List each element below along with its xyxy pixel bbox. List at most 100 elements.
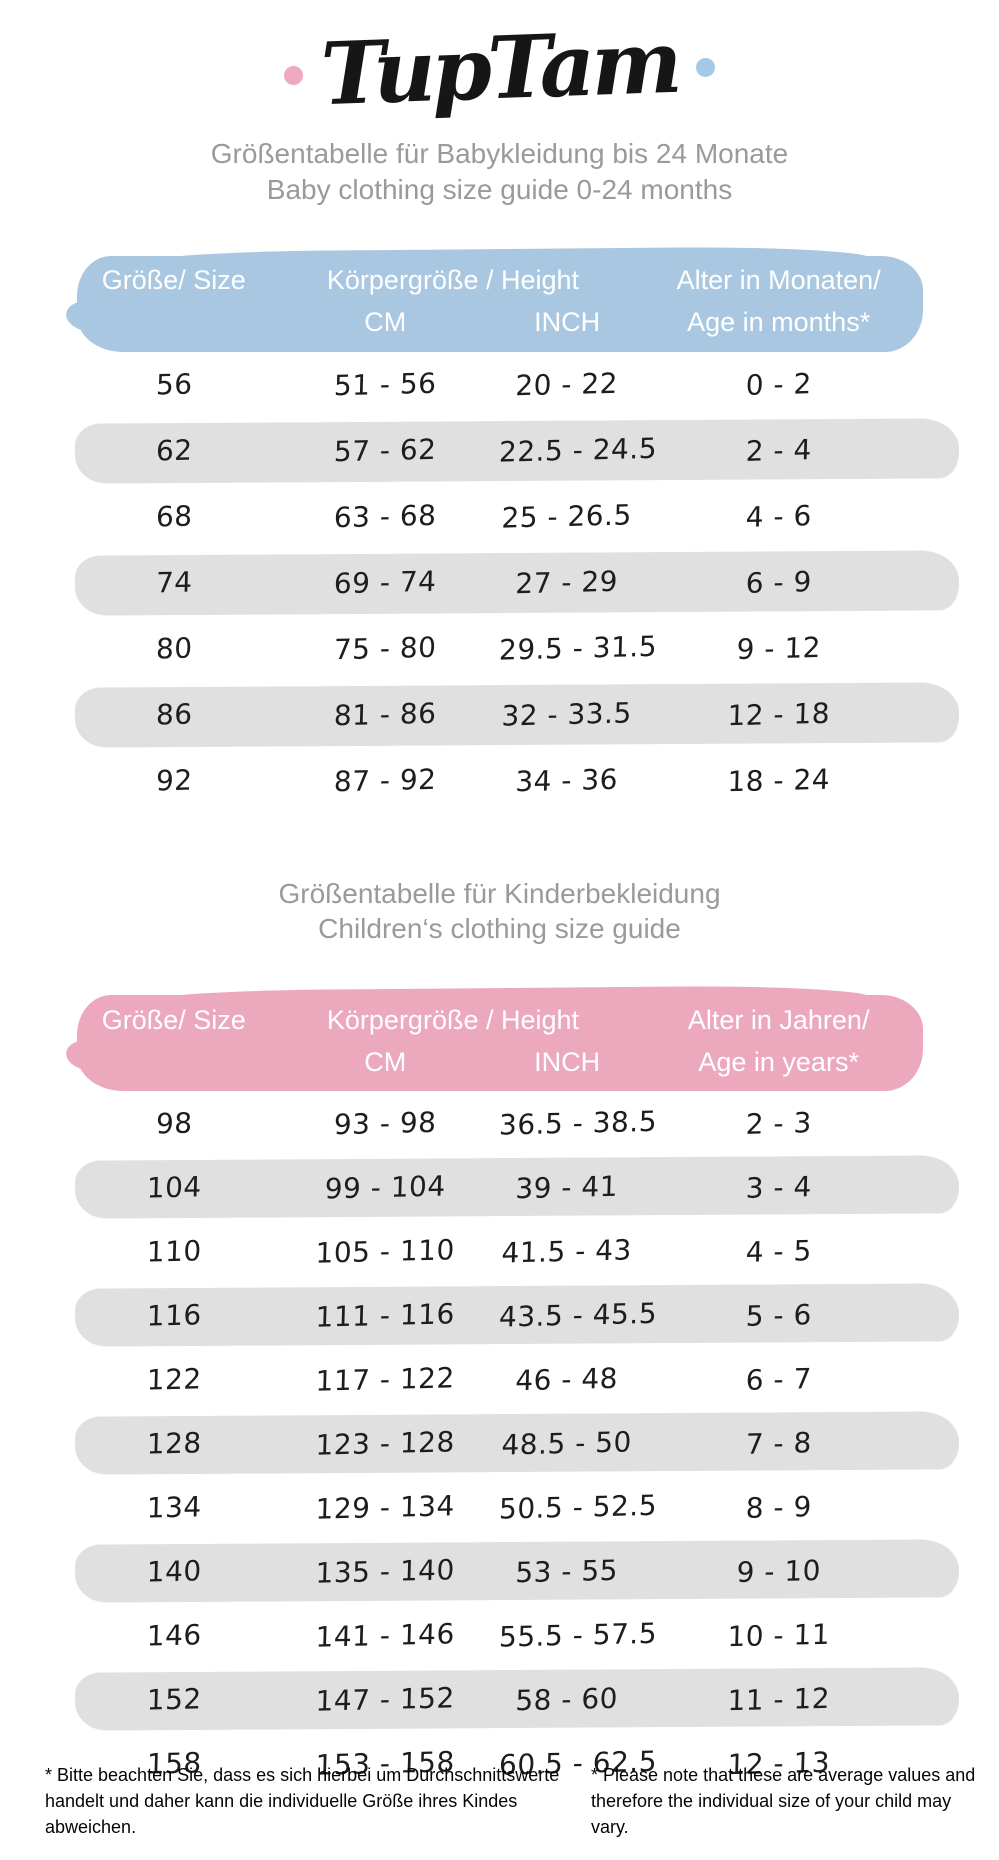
logo-pink-dot-icon [283,65,303,85]
table-row: 140 135 - 140 53 - 55 9 - 10 [77,1539,923,1603]
age-cell: 8 - 9 [745,1489,813,1525]
size-cell: 140 [145,1554,202,1589]
age-cell: 0 - 2 [745,367,813,402]
height-inch-cell: 55.5 - 57.5 [499,1616,659,1654]
table-row: 110 105 - 110 41.5 - 43 4 - 5 [77,1219,923,1283]
height-cm-cell: 75 - 80 [333,630,438,667]
height-cm-cell: 117 - 122 [315,1361,456,1398]
size-cell: 128 [145,1426,202,1461]
header-age-line2: Age in years* [698,1046,859,1077]
age-cell: 10 - 11 [726,1617,831,1654]
size-cell: 92 [155,763,193,798]
logo-blue-dot-icon [696,57,716,77]
age-cell: 7 - 8 [745,1425,813,1461]
table-row: 152 147 - 152 58 - 60 11 - 12 [77,1667,923,1731]
age-cell: 12 - 18 [726,696,831,733]
table-row: 68 63 - 68 25 - 26.5 4 - 6 [77,484,923,550]
age-cell: 6 - 9 [745,565,813,600]
size-cell: 98 [155,1106,193,1141]
height-cm-cell: 87 - 92 [333,762,438,799]
size-cell: 86 [155,697,193,732]
height-cm-cell: 105 - 110 [315,1233,456,1270]
table-row: 116 111 - 116 43.5 - 45.5 5 - 6 [77,1283,923,1347]
baby-table-header: Größe/ Size Körpergröße / Height Alter i… [76,255,923,352]
baby-table-rows: 56 51 - 56 20 - 22 0 - 2 62 57 - 62 22.5… [77,352,923,814]
table-row: 74 69 - 74 27 - 29 6 - 9 [77,550,923,616]
height-cm-cell: 57 - 62 [333,432,438,469]
kids-heading-english: Children‘s clothing size guide [318,913,681,945]
table-row: 146 141 - 146 55.5 - 57.5 10 - 11 [77,1603,923,1667]
kids-table-heading: Größentabelle für Kinderbekleidung Child… [0,876,999,948]
height-inch-cell: 20 - 22 [515,366,619,403]
baby-heading-english: Baby clothing size guide 0-24 months [266,173,733,205]
table-row: 62 57 - 62 22.5 - 24.5 2 - 4 [77,418,923,484]
height-cm-cell: 69 - 74 [333,564,438,601]
height-cm-cell: 135 - 140 [315,1553,456,1590]
age-cell: 4 - 5 [745,1233,813,1269]
height-inch-cell: 34 - 36 [515,762,619,799]
height-inch-cell: 39 - 41 [515,1169,619,1206]
table-row: 56 51 - 56 20 - 22 0 - 2 [77,352,923,418]
table-row: 128 123 - 128 48.5 - 50 7 - 8 [77,1411,923,1475]
size-cell: 56 [155,367,193,402]
height-inch-cell: 43.5 - 45.5 [499,1296,659,1334]
size-cell: 68 [155,499,193,534]
header-age-line1: Alter in Jahren/ [687,1004,870,1035]
size-cell: 122 [145,1362,202,1397]
table-row: 92 87 - 92 34 - 36 18 - 24 [77,748,923,814]
size-cell: 104 [145,1170,202,1205]
height-cm-cell: 51 - 56 [333,366,438,403]
table-row: 104 99 - 104 39 - 41 3 - 4 [77,1155,923,1219]
age-cell: 6 - 7 [745,1361,813,1397]
age-cell: 9 - 12 [736,631,822,667]
height-inch-cell: 25 - 26.5 [501,498,633,535]
size-cell: 116 [145,1298,202,1333]
header-age-line2: Age in months* [687,307,871,338]
age-cell: 5 - 6 [745,1297,813,1333]
height-cm-cell: 141 - 146 [315,1617,456,1654]
brand-logo: TupTam [0,0,999,126]
height-cm-cell: 123 - 128 [315,1425,456,1462]
table-row: 86 81 - 86 32 - 33.5 12 - 18 [77,682,923,748]
size-cell: 62 [155,433,193,468]
table-row: 122 117 - 122 46 - 48 6 - 7 [77,1347,923,1411]
header-height-label: Körpergröße / Height [326,265,580,296]
height-inch-cell: 36.5 - 38.5 [499,1104,659,1142]
height-inch-cell: 50.5 - 52.5 [499,1488,659,1526]
header-size-label: Größe/ Size [101,1004,246,1035]
height-inch-cell: 58 - 60 [515,1681,619,1718]
height-cm-cell: 63 - 68 [333,498,438,535]
header-inch-label: INCH [534,1046,601,1077]
footnotes: * Bitte beachten Sie, dass es sich hierb… [0,1762,999,1840]
height-cm-cell: 93 - 98 [333,1105,438,1142]
size-cell: 134 [145,1490,202,1525]
brand-logo-text: TupTam [319,11,680,126]
size-cell: 74 [155,565,193,600]
height-inch-cell: 46 - 48 [515,1361,619,1398]
table-row: 98 93 - 98 36.5 - 38.5 2 - 3 [77,1091,923,1155]
header-height-label: Körpergröße / Height [326,1004,580,1035]
header-cm-label: CM [364,1046,407,1077]
baby-heading-german: Größentabelle für Babykleidung bis 24 Mo… [210,138,789,169]
footnote-english: * Please note that these are average val… [591,1764,976,1837]
age-cell: 11 - 12 [726,1681,831,1718]
size-cell: 110 [145,1234,202,1269]
size-cell: 80 [155,631,193,666]
header-inch-label: INCH [534,307,601,338]
table-row: 80 75 - 80 29.5 - 31.5 9 - 12 [77,616,923,682]
age-cell: 2 - 4 [745,433,813,468]
age-cell: 3 - 4 [745,1169,813,1205]
header-cm-label: CM [364,307,407,338]
height-inch-cell: 48.5 - 50 [501,1425,633,1462]
height-inch-cell: 22.5 - 24.5 [499,431,659,469]
baby-table-heading: Größentabelle für Babykleidung bis 24 Mo… [0,136,999,208]
age-cell: 9 - 10 [736,1553,822,1589]
height-cm-cell: 99 - 104 [324,1169,447,1206]
height-cm-cell: 111 - 116 [315,1297,456,1334]
header-age-line1: Alter in Monaten/ [676,265,881,296]
table-row: 134 129 - 134 50.5 - 52.5 8 - 9 [77,1475,923,1539]
size-cell: 146 [145,1618,202,1653]
height-cm-cell: 129 - 134 [315,1489,456,1526]
size-cell: 152 [145,1682,202,1717]
height-inch-cell: 27 - 29 [515,564,619,601]
